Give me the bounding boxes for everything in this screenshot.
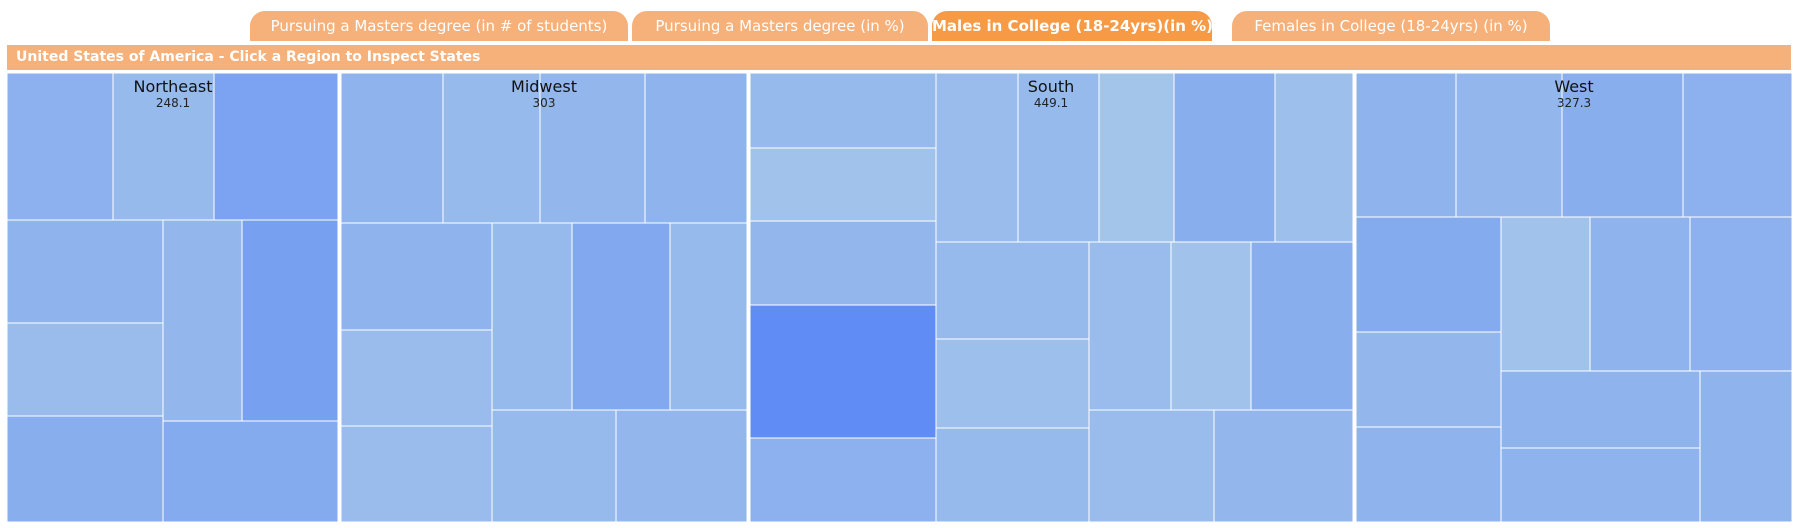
tab-bar: Pursuing a Masters degree (in # of stude… (0, 0, 1801, 42)
state-tile[interactable] (1500, 216, 1591, 372)
state-tile[interactable] (1355, 331, 1502, 428)
state-tile[interactable] (571, 222, 671, 411)
state-tile[interactable] (935, 338, 1090, 429)
page-title: United States of America - Click a Regio… (7, 45, 1791, 70)
state-tile[interactable] (112, 72, 215, 221)
state-tile[interactable] (644, 72, 748, 224)
tab-females-college[interactable]: Females in College (18-24yrs) (in %) (1232, 11, 1550, 41)
state-tile[interactable] (615, 409, 748, 523)
state-tile[interactable] (491, 409, 617, 523)
state-tile[interactable] (1098, 72, 1175, 243)
state-tile[interactable] (1017, 72, 1100, 243)
state-tile[interactable] (6, 72, 114, 221)
state-tile[interactable] (935, 241, 1090, 340)
state-tile[interactable] (1274, 72, 1354, 243)
state-tile[interactable] (1699, 370, 1793, 523)
state-tile[interactable] (340, 425, 493, 523)
state-tile[interactable] (162, 219, 243, 422)
state-tile[interactable] (1500, 370, 1701, 449)
state-tile[interactable] (749, 147, 937, 222)
tab-masters-count[interactable]: Pursuing a Masters degree (in # of stude… (250, 11, 628, 41)
state-tile[interactable] (241, 219, 339, 422)
state-tile[interactable] (6, 322, 164, 417)
state-tile[interactable] (1088, 241, 1172, 411)
state-tile[interactable] (6, 219, 164, 324)
state-tile[interactable] (669, 222, 748, 411)
state-tile[interactable] (1689, 216, 1793, 372)
state-tile[interactable] (749, 304, 937, 439)
state-tile[interactable] (749, 220, 937, 306)
state-tile[interactable] (340, 222, 493, 331)
state-tile[interactable] (935, 427, 1090, 523)
state-tile[interactable] (1170, 241, 1252, 411)
state-tile[interactable] (1682, 72, 1793, 218)
state-tile[interactable] (1355, 216, 1502, 333)
state-tile[interactable] (539, 72, 646, 224)
state-tile[interactable] (1250, 241, 1354, 411)
state-tile[interactable] (340, 329, 493, 427)
state-tile[interactable] (162, 420, 339, 523)
state-tile[interactable] (1500, 447, 1701, 523)
state-tile[interactable] (749, 72, 937, 149)
state-tile[interactable] (1589, 216, 1691, 372)
state-tile[interactable] (1213, 409, 1354, 523)
tab-masters-percent[interactable]: Pursuing a Masters degree (in %) (632, 11, 928, 41)
state-tile[interactable] (1088, 409, 1215, 523)
state-tile[interactable] (213, 72, 339, 221)
state-tile[interactable] (749, 437, 937, 523)
state-tile[interactable] (442, 72, 541, 224)
state-tile[interactable] (1561, 72, 1684, 218)
state-tile[interactable] (1173, 72, 1276, 243)
tab-males-college[interactable]: Males in College (18-24yrs)(in %) (932, 11, 1213, 41)
state-tile[interactable] (1355, 426, 1502, 523)
state-tile[interactable] (6, 415, 164, 523)
state-tile[interactable] (340, 72, 444, 224)
state-tile[interactable] (935, 72, 1019, 243)
state-tile[interactable] (1455, 72, 1563, 218)
state-tile[interactable] (1355, 72, 1457, 218)
state-tile[interactable] (491, 222, 573, 411)
